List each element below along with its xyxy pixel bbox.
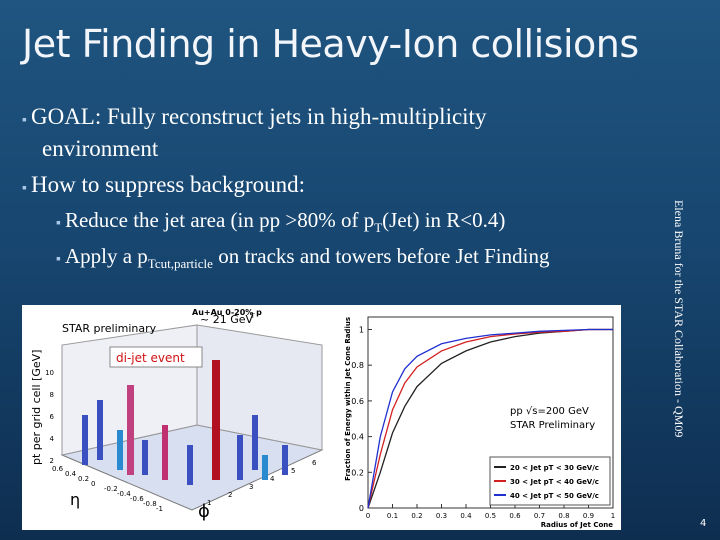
x-tick-label: 1 xyxy=(611,512,615,520)
text: (Jet) in R<0.4) xyxy=(382,208,506,232)
preliminary: STAR preliminary xyxy=(62,322,157,335)
series-line xyxy=(367,328,613,509)
x-tick-label: 0.7 xyxy=(534,512,545,520)
tag-box xyxy=(109,346,203,368)
subscript: Tcut,particle xyxy=(147,256,213,272)
eta-tick-label: 0.2 xyxy=(78,475,89,483)
z-tick-label: 4 xyxy=(50,435,55,443)
lego-plot: Au+Au 0-20% pT~ 21 GeV STAR preliminary di… xyxy=(22,305,345,530)
plot-header-sub: T xyxy=(250,313,255,320)
x-tick-label: 0.6 xyxy=(509,512,521,520)
z-tick-label: 8 xyxy=(50,391,54,399)
side-wall xyxy=(196,324,323,451)
x-tick-label: 0.9 xyxy=(583,512,594,520)
z-label: pt per grid cell [GeV] xyxy=(30,350,43,465)
series-line xyxy=(367,328,613,509)
subscript: T xyxy=(374,220,383,236)
tower xyxy=(252,415,258,470)
x-tick-label: 0.3 xyxy=(436,512,447,520)
slide-title: Jet Finding in Heavy-Ion collisions xyxy=(22,22,639,66)
tower xyxy=(127,385,134,475)
x-tick-label: 0 xyxy=(366,512,370,520)
text: Apply a p xyxy=(64,244,148,268)
x-tick-label: 0.1 xyxy=(387,512,398,520)
annotation: STAR Preliminary xyxy=(510,420,595,431)
bullet-text: GOAL: Fully reconstruct jets in high-mul… xyxy=(30,104,487,129)
phi-tick-label: 5 xyxy=(291,467,295,475)
y-tick-label: 1 xyxy=(359,325,364,334)
z-tick-label: 10 xyxy=(45,369,54,377)
phi-tick-label: 3 xyxy=(249,483,253,491)
chart: 0 0.2 0.4 0.6 0.8 1 0 0.1 0.2 0.3 0.4 0.5 0.6 0.7 0.8 0… xyxy=(343,305,621,530)
phi-tick-label: 1 xyxy=(207,499,211,507)
eta-tick-label: -1 xyxy=(156,505,163,513)
phi-label: ϕ xyxy=(198,501,210,522)
tower xyxy=(117,430,123,470)
tower xyxy=(212,360,220,480)
y-tick-label: 0 xyxy=(359,504,364,513)
x-axis-title: Radius of Jet Cone xyxy=(541,521,613,529)
bullet: ▪ GOAL: Fully reconstruct jets in high-mu… xyxy=(22,104,487,129)
plot-header-end: ~ 21 GeV xyxy=(200,313,253,326)
text: on tracks and towers before Jet Finding xyxy=(212,244,550,268)
text: Reduce the jet area (in pp >80% of p xyxy=(64,208,375,232)
eta-tick-label: -0.6 xyxy=(130,495,144,503)
towers xyxy=(82,360,288,485)
tag: di-jet event xyxy=(116,351,185,365)
eta-tick-label: 0 xyxy=(91,480,95,488)
eta-label: η xyxy=(70,490,80,509)
legend-label: 20 < Jet pT < 30 GeV/c xyxy=(510,464,599,472)
legend-label: 40 < Jet pT < 50 GeV/c xyxy=(510,492,599,500)
legend-label: 30 < Jet pT < 40 GeV/c xyxy=(510,478,599,486)
sub-bullet: ▪ Apply a pTcut,particle on tracks and to… xyxy=(56,244,550,272)
side-note: Elena Bruna for the STAR Collaboration -… xyxy=(672,200,686,438)
y-tick-label: 0.2 xyxy=(351,468,364,477)
tower xyxy=(97,400,103,460)
x-tick-label: 0.4 xyxy=(460,512,472,520)
z-tick-label: 6 xyxy=(50,413,55,421)
phi-tick-label: 2 xyxy=(228,491,232,499)
x-tick-label: 0.5 xyxy=(485,512,496,520)
page-number: 4 xyxy=(700,518,707,529)
sub-bullet: ▪ Reduce the jet area (in pp >80% of pT(J… xyxy=(56,208,506,236)
y-tick-label: 0.6 xyxy=(351,397,364,406)
phi-tick-label: 6 xyxy=(312,459,317,467)
eta-tick-label: -0.8 xyxy=(143,500,157,508)
tower xyxy=(162,425,168,480)
tower xyxy=(282,445,288,475)
plot-header: Au+Au 0-20% p xyxy=(192,308,262,317)
y-axis-title: Fraction of Energy within Jet Cone Radiu… xyxy=(344,317,352,481)
bullet-text: How to suppress background: xyxy=(30,172,306,197)
tower xyxy=(142,440,148,475)
tower xyxy=(187,445,193,485)
eta-tick-label: -0.4 xyxy=(117,490,131,498)
phi-tick-label: 4 xyxy=(270,475,275,483)
eta-tick-label: 0.6 xyxy=(52,465,64,473)
x-tick-label: 0.8 xyxy=(558,512,569,520)
annotation: pp √s=200 GeV xyxy=(510,406,589,417)
bullet-cont: environment xyxy=(42,136,159,161)
tower xyxy=(262,455,268,480)
y-tick-label: 0.8 xyxy=(351,361,364,370)
eta-tick-label: 0.4 xyxy=(65,470,77,478)
x-tick-label: 0.2 xyxy=(411,512,422,520)
tower xyxy=(82,415,88,465)
eta-tick-label: -0.2 xyxy=(104,485,118,493)
bullet: ▪ How to suppress background: xyxy=(22,172,306,197)
legend-box xyxy=(489,456,611,506)
z-tick-label: 2 xyxy=(50,457,54,465)
tower xyxy=(237,435,243,480)
y-tick-label: 0.4 xyxy=(351,433,364,442)
